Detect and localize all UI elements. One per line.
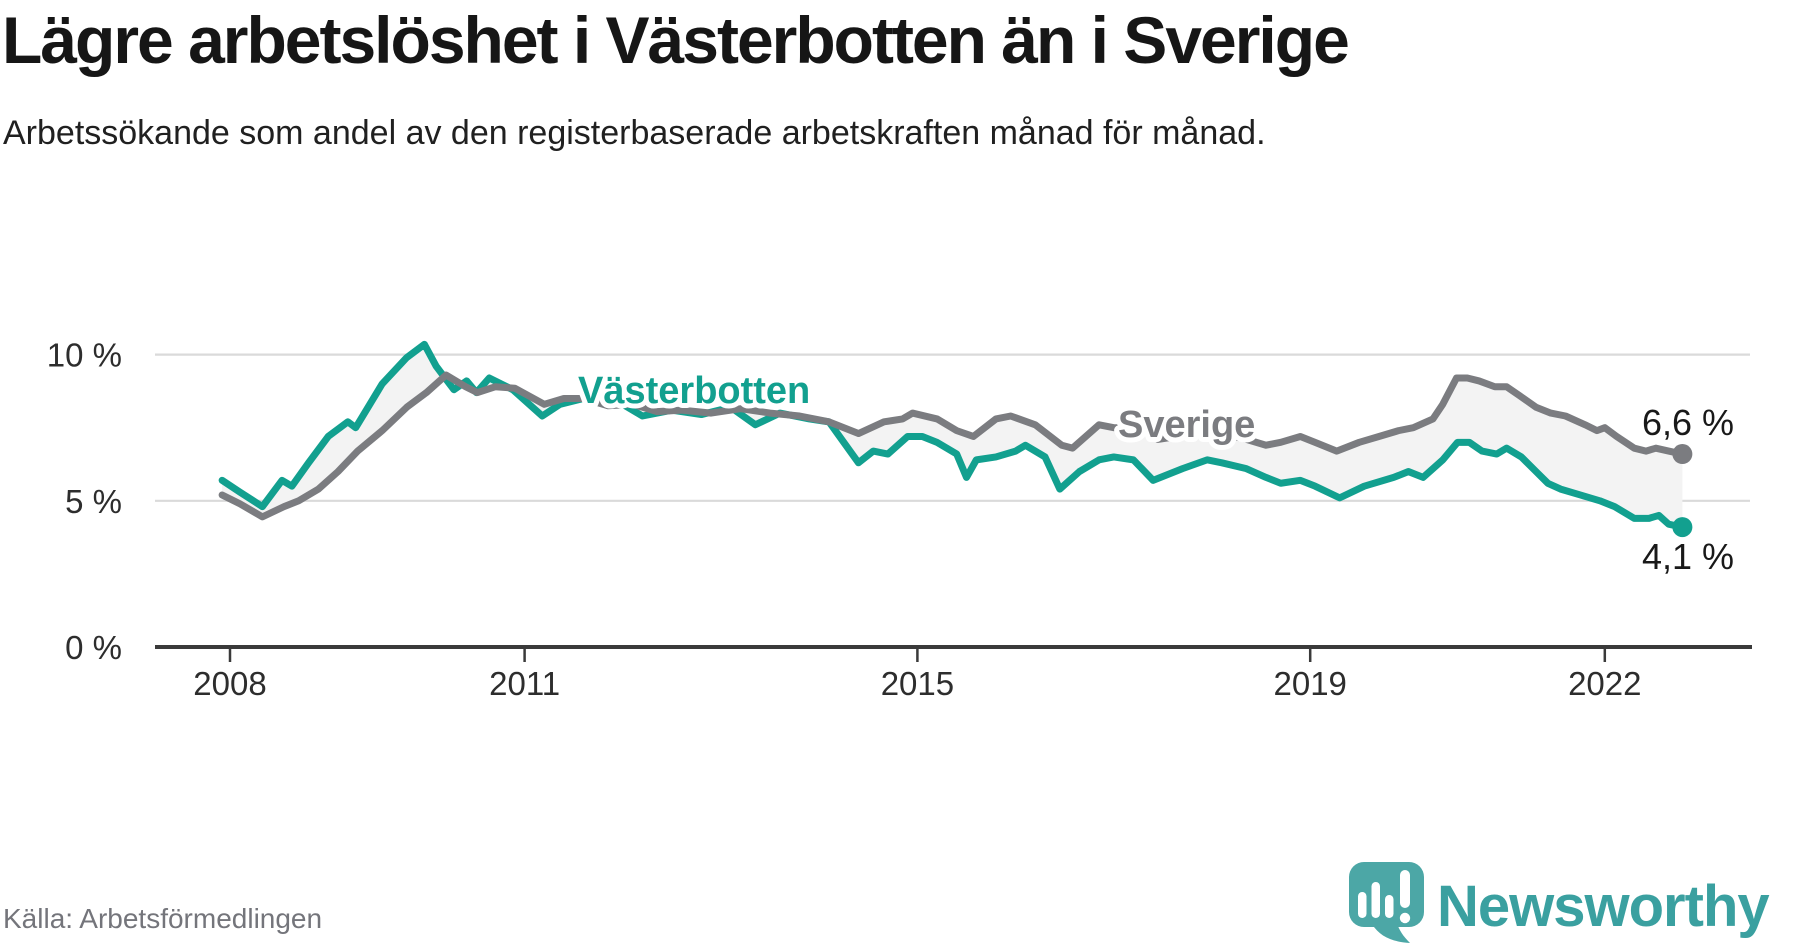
series-end-dot-1 bbox=[1672, 444, 1693, 465]
series-label-0: Västerbotten bbox=[578, 370, 810, 412]
logo-bubble-tail bbox=[1372, 923, 1410, 943]
y-tick-label: 0 % bbox=[65, 629, 122, 666]
series-line-1 bbox=[218, 371, 1686, 521]
x-tick-label: 2008 bbox=[193, 665, 266, 702]
logo-bar-1 bbox=[1358, 892, 1367, 918]
x-tick-label: 2015 bbox=[881, 665, 954, 702]
y-tick-label: 5 % bbox=[65, 483, 122, 520]
series-end-dot-0 bbox=[1672, 517, 1693, 538]
page-subtitle: Arbetssökande som andel av den registerb… bbox=[3, 114, 1266, 152]
logo-exclamation-bar bbox=[1400, 870, 1410, 908]
logo-bar-3 bbox=[1385, 895, 1394, 918]
end-value-label-1: 6,6 % bbox=[1642, 402, 1734, 443]
x-tick-label: 2022 bbox=[1568, 665, 1641, 702]
newsworthy-logo-icon bbox=[1349, 862, 1424, 943]
page-title: Lägre arbetslöshet i Västerbotten än i S… bbox=[2, 3, 1350, 77]
y-tick-label: 10 % bbox=[47, 337, 122, 374]
end-value-label-0: 4,1 % bbox=[1642, 536, 1734, 577]
logo-bar-2 bbox=[1371, 882, 1380, 918]
logo-exclamation-dot bbox=[1399, 912, 1411, 924]
series-band bbox=[222, 344, 1683, 528]
x-tick-label: 2011 bbox=[489, 665, 560, 702]
x-axis: 2008 2011 2015 2019 2022 bbox=[193, 649, 1642, 702]
series-line-0 bbox=[218, 340, 1686, 531]
series-label-1: Sverige bbox=[1118, 404, 1255, 446]
newsworthy-logo-text: Newsworthy bbox=[1437, 874, 1770, 939]
x-tick-label: 2019 bbox=[1273, 665, 1346, 702]
source-note: Källa: Arbetsförmedlingen bbox=[3, 903, 323, 934]
